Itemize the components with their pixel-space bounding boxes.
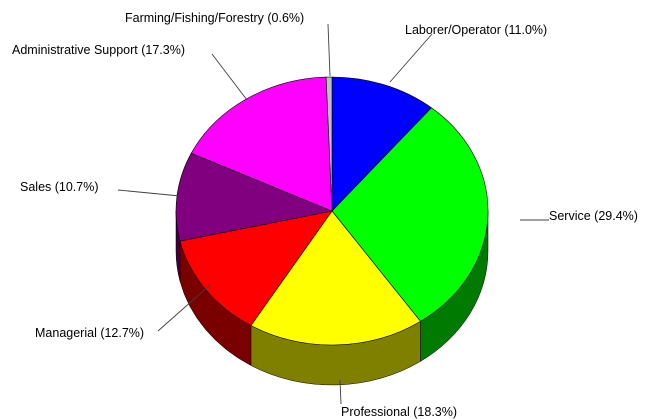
pie-slice-service bbox=[331, 107, 489, 322]
slice-label-administrative-support: Administrative Support (17.3%) bbox=[12, 43, 185, 57]
slice-label-managerial: Managerial (12.7%) bbox=[35, 326, 144, 340]
pie-slice-professional bbox=[250, 210, 421, 346]
leader-line-managerial bbox=[157, 284, 211, 332]
slice-label-professional: Professional (18.3%) bbox=[341, 405, 457, 419]
leader-line-farming-fishing-forestry bbox=[327, 23, 331, 77]
slice-label-service: Service (29.4%) bbox=[549, 209, 638, 223]
slice-label-sales: Sales (10.7%) bbox=[20, 180, 99, 194]
pie-slice-laborer-operator bbox=[331, 76, 432, 212]
label-leader-lines bbox=[117, 23, 549, 405]
slice-label-farming-fishing-forestry: Farming/Fishing/Forestry (0.6%) bbox=[125, 11, 304, 25]
pie-top-slices bbox=[175, 76, 489, 346]
leader-line-professional bbox=[339, 379, 342, 405]
leader-line-laborer-operator bbox=[389, 33, 433, 83]
pie-side-walls bbox=[175, 210, 489, 386]
pie-slice-farming-fishing-forestry bbox=[325, 76, 333, 212]
slice-label-laborer-operator: Laborer/Operator (11.0%) bbox=[405, 23, 547, 37]
leader-line-administrative-support bbox=[211, 53, 248, 101]
pie-slice-sales bbox=[175, 152, 334, 242]
slice-labels: Laborer/Operator (11.0%) Service (29.4%) P… bbox=[12, 11, 638, 419]
leader-line-sales bbox=[117, 189, 181, 197]
